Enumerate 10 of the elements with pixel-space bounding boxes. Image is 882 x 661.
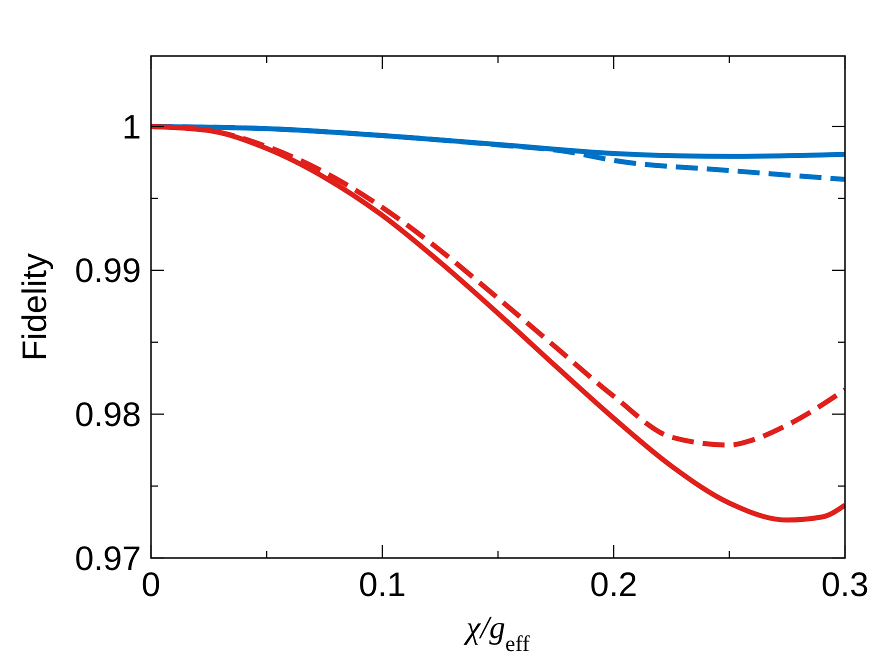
- y-tick-label: 0.98: [74, 396, 141, 434]
- x-tick-label: 0: [142, 566, 160, 604]
- y-tick-label: 0.97: [74, 540, 141, 578]
- x-tick-label: 0.1: [358, 566, 406, 604]
- x-tick-label: 0.2: [590, 566, 638, 604]
- y-tick-label: 1: [122, 108, 141, 146]
- y-axis-title: Fidelity: [16, 253, 54, 361]
- x-tick-label: 0.3: [821, 566, 869, 604]
- x-axis-title: χ/g$_{eff}$: [463, 609, 530, 656]
- y-tick-label: 0.99: [74, 252, 141, 290]
